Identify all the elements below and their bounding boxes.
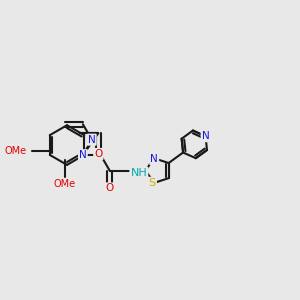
Text: NH: NH	[130, 168, 147, 178]
Text: N: N	[88, 135, 96, 145]
Text: O: O	[106, 183, 114, 194]
Text: S: S	[149, 178, 156, 188]
Text: OMe: OMe	[5, 146, 27, 156]
Text: N: N	[150, 154, 158, 164]
Text: N: N	[79, 150, 87, 160]
Text: O: O	[94, 149, 103, 159]
Text: N: N	[202, 131, 209, 141]
Text: OMe: OMe	[54, 179, 76, 189]
